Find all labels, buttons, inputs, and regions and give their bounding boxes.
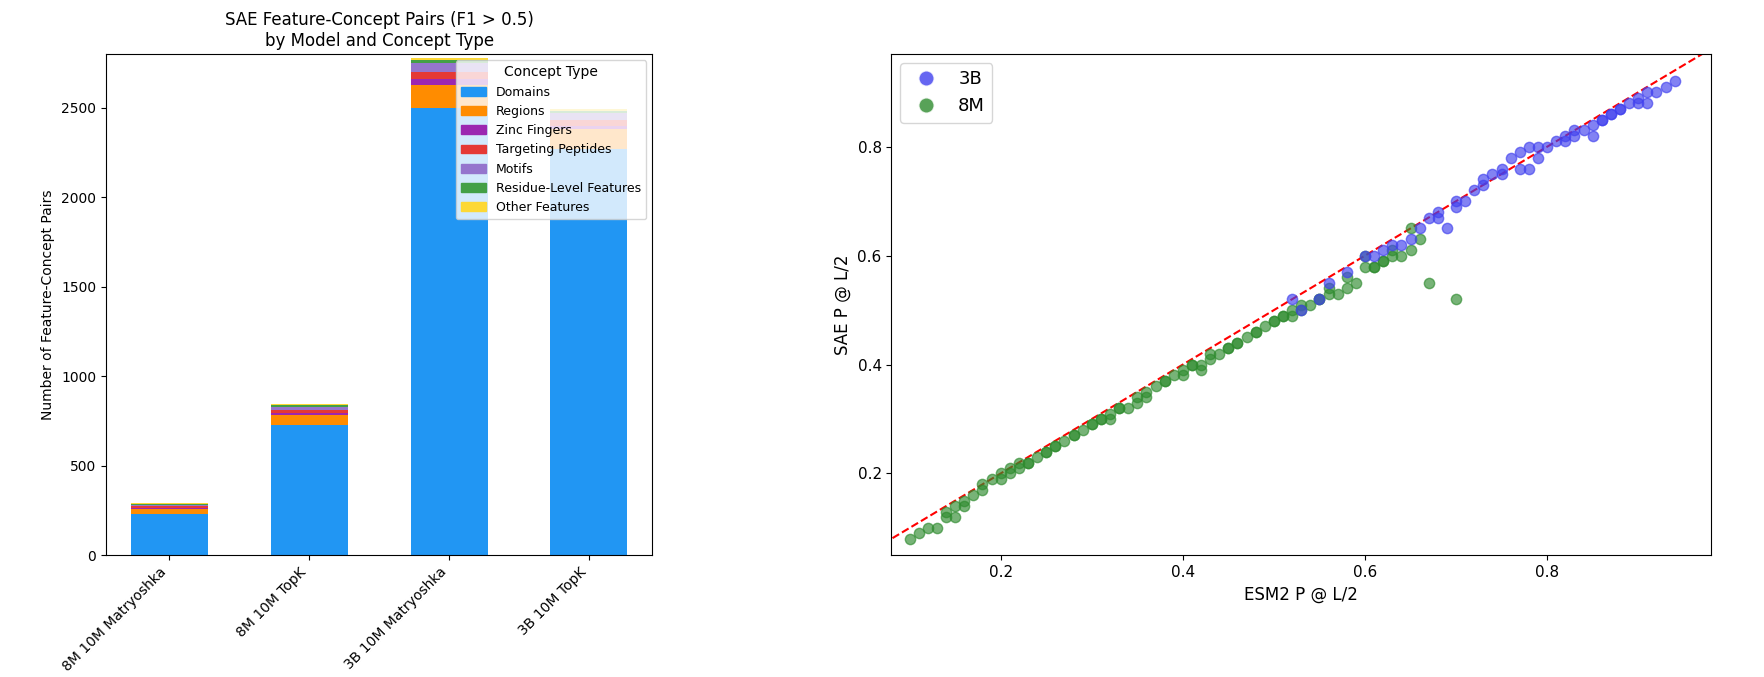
Legend: 3B, 8M: 3B, 8M [900, 63, 993, 123]
8M [940, 512, 968, 523]
8M [1233, 332, 1261, 343]
8M [1032, 446, 1060, 457]
Bar [270, 413, 348, 415]
8M [1259, 315, 1288, 326]
8M [1170, 370, 1198, 381]
8M [986, 473, 1014, 484]
8M [1104, 403, 1132, 414]
8M [1124, 397, 1152, 408]
8M [905, 528, 933, 539]
3B [1415, 212, 1443, 223]
8M [986, 468, 1014, 479]
8M [1277, 305, 1305, 315]
8M [1277, 310, 1305, 321]
3B [1277, 294, 1305, 305]
3B [1424, 212, 1452, 223]
8M [1415, 278, 1443, 288]
8M [1023, 452, 1051, 462]
8M [1087, 414, 1115, 424]
8M [1124, 392, 1152, 403]
8M [1060, 430, 1088, 441]
8M [1259, 315, 1288, 326]
Bar [411, 58, 487, 60]
8M [1314, 288, 1342, 299]
3B [1432, 223, 1461, 234]
Bar [550, 109, 628, 110]
8M [1297, 299, 1325, 310]
8M [1032, 446, 1060, 457]
Bar [131, 508, 208, 514]
3B [1369, 245, 1397, 256]
8M [1159, 370, 1187, 381]
8M [923, 523, 951, 533]
8M [1205, 348, 1233, 359]
8M [1187, 365, 1215, 376]
8M [1242, 326, 1270, 337]
Title: SAE Feature-Concept Pairs (F1 > 0.5)
by Model and Concept Type: SAE Feature-Concept Pairs (F1 > 0.5) by … [224, 11, 533, 50]
Bar [411, 79, 487, 85]
8M [1305, 294, 1334, 305]
3B [1288, 305, 1316, 315]
8M [968, 484, 997, 495]
8M [960, 490, 988, 501]
8M [1132, 387, 1161, 397]
Bar [270, 407, 348, 410]
8M [1224, 337, 1252, 348]
8M [1378, 245, 1406, 256]
3B [1633, 87, 1662, 97]
3B [1515, 163, 1544, 174]
Bar [550, 121, 628, 126]
8M [914, 523, 942, 533]
Bar [270, 404, 348, 405]
8M [1132, 392, 1161, 403]
3B [1588, 114, 1616, 125]
8M [1041, 441, 1069, 452]
Bar [411, 85, 487, 108]
3B [1588, 114, 1616, 125]
3B [1651, 81, 1679, 92]
3B [1533, 141, 1561, 152]
3B [1332, 267, 1360, 278]
8M [1441, 294, 1469, 305]
3B [1570, 125, 1598, 136]
8M [1187, 359, 1215, 370]
8M [1196, 353, 1224, 364]
8M [1005, 457, 1034, 468]
Bar [411, 108, 487, 555]
3B [1378, 240, 1406, 250]
Bar [550, 126, 628, 129]
8M [1214, 343, 1242, 353]
8M [1268, 310, 1297, 321]
8M [1104, 403, 1132, 414]
8M [1288, 299, 1316, 310]
3B [1452, 196, 1480, 206]
Bar [550, 113, 628, 121]
8M [1351, 261, 1379, 272]
8M [1014, 457, 1043, 468]
3B [1424, 206, 1452, 217]
8M [931, 512, 960, 523]
3B [1461, 185, 1489, 196]
8M [1050, 435, 1078, 446]
3B [1579, 120, 1607, 131]
8M [1242, 326, 1270, 337]
Bar [411, 60, 487, 63]
3B [1542, 136, 1570, 147]
8M [1078, 419, 1106, 430]
8M [1087, 414, 1115, 424]
8M [1332, 283, 1360, 294]
3B [1642, 87, 1671, 97]
3B [1625, 97, 1653, 108]
8M [1095, 414, 1124, 424]
8M [940, 501, 968, 512]
8M [1150, 376, 1178, 387]
8M [931, 506, 960, 517]
3B [1496, 152, 1524, 163]
8M [1214, 343, 1242, 353]
8M [1150, 376, 1178, 387]
8M [1224, 337, 1252, 348]
3B [1625, 92, 1653, 103]
8M [1005, 462, 1034, 473]
8M [1170, 365, 1198, 376]
Y-axis label: Number of Feature-Concept Pairs: Number of Feature-Concept Pairs [41, 190, 55, 420]
